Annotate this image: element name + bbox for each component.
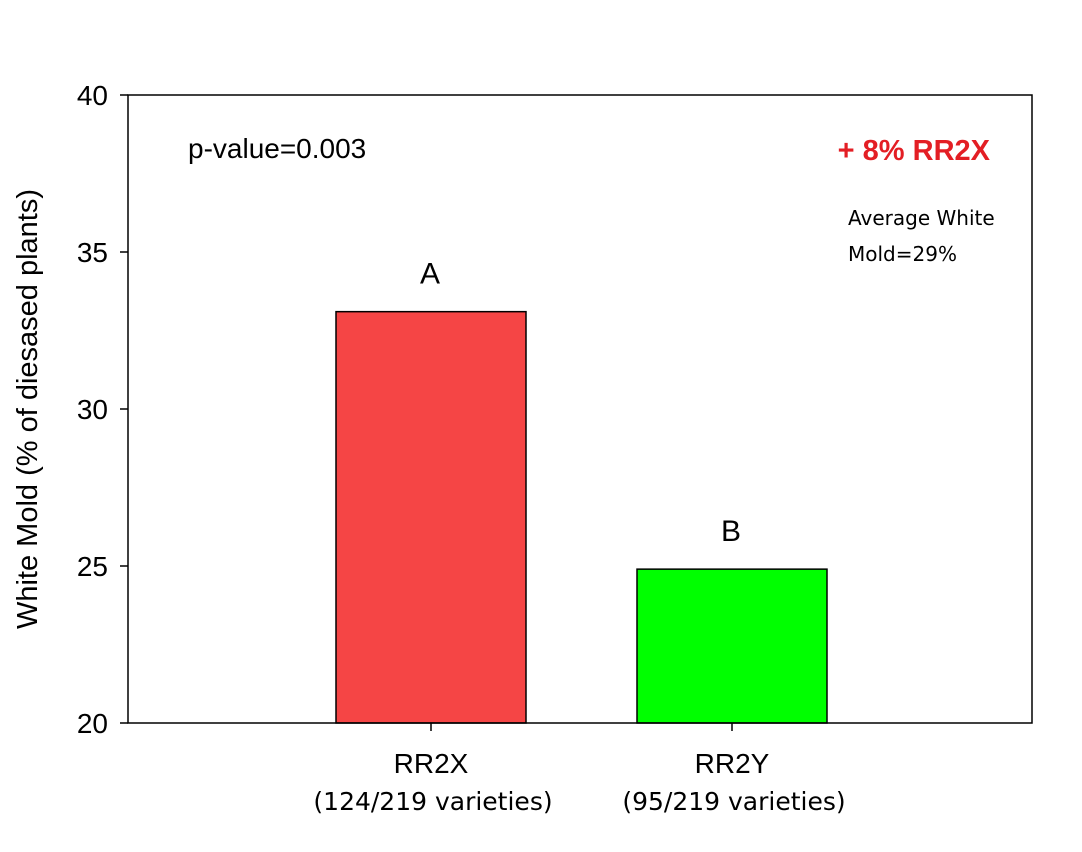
y-tick-label-25: 25 bbox=[77, 551, 108, 582]
y-tick-label-20: 20 bbox=[77, 708, 108, 739]
y-tick-label-30: 30 bbox=[77, 394, 108, 425]
significance-letter-a: A bbox=[420, 258, 440, 291]
x-category-label-rr2x: RR2X bbox=[394, 748, 469, 779]
difference-annotation: + 8% RR2X bbox=[838, 135, 991, 167]
average-annotation-line2: Mold=29% bbox=[848, 242, 957, 266]
x-category-sublabel-rr2y: (95/219 varieties) bbox=[622, 787, 845, 816]
average-annotation-line1: Average White bbox=[848, 206, 995, 230]
x-category-sublabel-rr2x: (124/219 varieties) bbox=[313, 787, 552, 816]
y-axis-title: White Mold (% of diesased plants) bbox=[12, 189, 44, 629]
y-tick-labels: 40 35 30 25 20 bbox=[77, 80, 108, 739]
significance-letter-b: B bbox=[721, 515, 741, 548]
axis-ticks bbox=[120, 94, 733, 731]
bar-rr2x bbox=[335, 310, 527, 724]
plot-frame bbox=[127, 94, 1033, 724]
y-tick-label-35: 35 bbox=[77, 237, 108, 268]
bar-rr2y bbox=[636, 568, 828, 724]
x-category-label-rr2y: RR2Y bbox=[695, 748, 770, 779]
p-value-annotation: p-value=0.003 bbox=[188, 133, 366, 164]
y-tick-label-40: 40 bbox=[77, 80, 108, 111]
